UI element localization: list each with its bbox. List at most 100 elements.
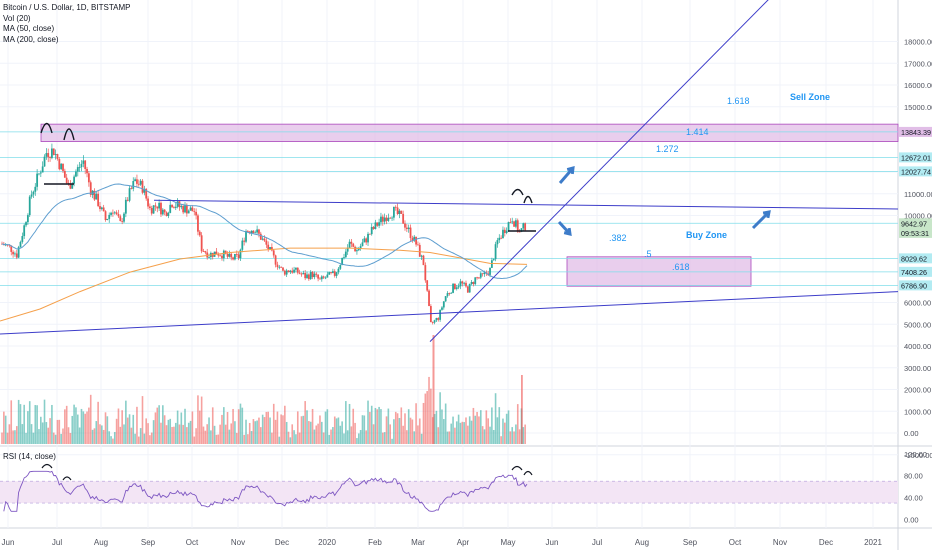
volume-bar	[382, 432, 384, 444]
volume-bar	[394, 411, 397, 444]
volume-bar	[51, 404, 53, 444]
candle-body	[446, 293, 449, 297]
volume-bar	[160, 422, 162, 444]
arc-mark	[511, 188, 524, 196]
candle-body	[350, 241, 353, 244]
candle-body	[381, 216, 384, 222]
candle-body	[82, 160, 85, 164]
volume-bar	[341, 421, 343, 444]
volume-bar	[402, 425, 404, 444]
time-tick-label: Aug	[94, 538, 108, 547]
volume-bar	[302, 415, 305, 444]
volume-bar	[276, 411, 279, 444]
volume-bar	[409, 417, 412, 444]
candle-body	[315, 273, 318, 275]
ma50-indicator-label[interactable]: MA (50, close)	[3, 24, 55, 33]
rsi-line	[3, 470, 528, 512]
candle-body	[263, 238, 266, 241]
candle-body	[246, 231, 249, 232]
candle-body	[228, 253, 231, 257]
price-tick-label: 0.00	[904, 429, 919, 438]
candle-body	[407, 227, 410, 230]
volume-bar	[326, 409, 329, 444]
candle-body	[389, 217, 392, 219]
volume-bar	[380, 409, 382, 444]
volume-bar	[56, 419, 59, 444]
candle-body	[139, 180, 142, 185]
candle-body	[426, 280, 429, 291]
candle-body	[65, 177, 68, 183]
candle-body	[278, 266, 281, 268]
candle-body	[19, 241, 22, 248]
candle-body	[43, 156, 46, 167]
volume-bar	[443, 419, 445, 444]
price-tag	[899, 166, 932, 177]
price-tag-label: 12027.74	[901, 167, 931, 176]
volume-bar	[487, 418, 489, 444]
candle-body	[38, 173, 40, 175]
volume-bar	[3, 411, 5, 444]
volume-bar	[52, 432, 55, 444]
candle-body	[317, 274, 320, 279]
candle-body	[221, 255, 223, 259]
candle-body	[80, 163, 83, 168]
time-axis[interactable]: Jun Jul Aug Sep Oct Nov Dec 2020 Feb Mar Apr May Jun…	[2, 538, 883, 547]
candle-body	[189, 207, 192, 211]
vol-indicator-label[interactable]: Vol (20)	[3, 13, 31, 23]
volume-bar	[287, 431, 290, 444]
candle-body	[173, 207, 175, 209]
volume-bar	[187, 422, 190, 444]
volume-bar	[498, 407, 501, 444]
volume-bar	[34, 405, 37, 444]
volume-bar	[304, 401, 306, 444]
candle-body	[404, 223, 406, 228]
price-tag	[899, 227, 932, 238]
rsi-band	[0, 481, 898, 504]
rsi-indicator-label[interactable]: RSI (14, close)	[3, 452, 56, 461]
rsi-pane	[0, 470, 898, 512]
time-tick-label: Oct	[729, 538, 742, 547]
candle-body	[328, 272, 331, 275]
ma200-indicator-label[interactable]: MA (200, close)	[3, 34, 59, 44]
candle-body	[442, 301, 445, 308]
price-tag	[899, 280, 932, 291]
candle-body	[224, 250, 227, 254]
candle-body	[152, 205, 155, 214]
volume-bar	[75, 407, 77, 444]
time-tick-label: Jun	[546, 538, 559, 547]
price-tag-label: 9642.97	[901, 219, 927, 228]
candle-body	[69, 184, 72, 189]
volume-bar	[69, 432, 72, 444]
arrow-shaft	[558, 167, 575, 184]
volume-bar	[115, 418, 118, 444]
candle-body	[267, 244, 270, 250]
sell-zone-label: Sell Zone	[790, 92, 830, 102]
candle-body	[222, 250, 225, 259]
symbol-title[interactable]: Bitcoin / U.S. Dollar, 1D, BITSTAMP	[3, 3, 131, 12]
time-tick-label: Sep	[141, 538, 156, 547]
volume-bar	[71, 415, 74, 444]
candle-body	[115, 212, 118, 215]
candle-body	[208, 256, 210, 258]
candle-body	[219, 255, 222, 257]
candle-body	[376, 222, 379, 226]
candle-body	[494, 244, 497, 260]
candle-body	[197, 215, 199, 232]
volume-bar	[330, 429, 332, 444]
candle-body	[32, 191, 35, 195]
candle-body	[398, 210, 401, 215]
candle-body	[411, 238, 414, 241]
price-axis[interactable]: 18000.0017000.0016000.0015000.0012000.00…	[899, 38, 932, 525]
time-tick-label: Nov	[773, 538, 787, 547]
volume-bar	[67, 427, 70, 444]
rsi-arc-mark	[62, 476, 72, 481]
candle-body	[87, 173, 90, 183]
volume-bar	[156, 407, 159, 444]
volume-bar	[12, 430, 14, 444]
candle-body	[326, 274, 329, 278]
candle-body	[511, 221, 514, 223]
volume-bar	[10, 400, 13, 444]
volume-bar	[322, 432, 325, 444]
candle-body	[136, 179, 138, 184]
